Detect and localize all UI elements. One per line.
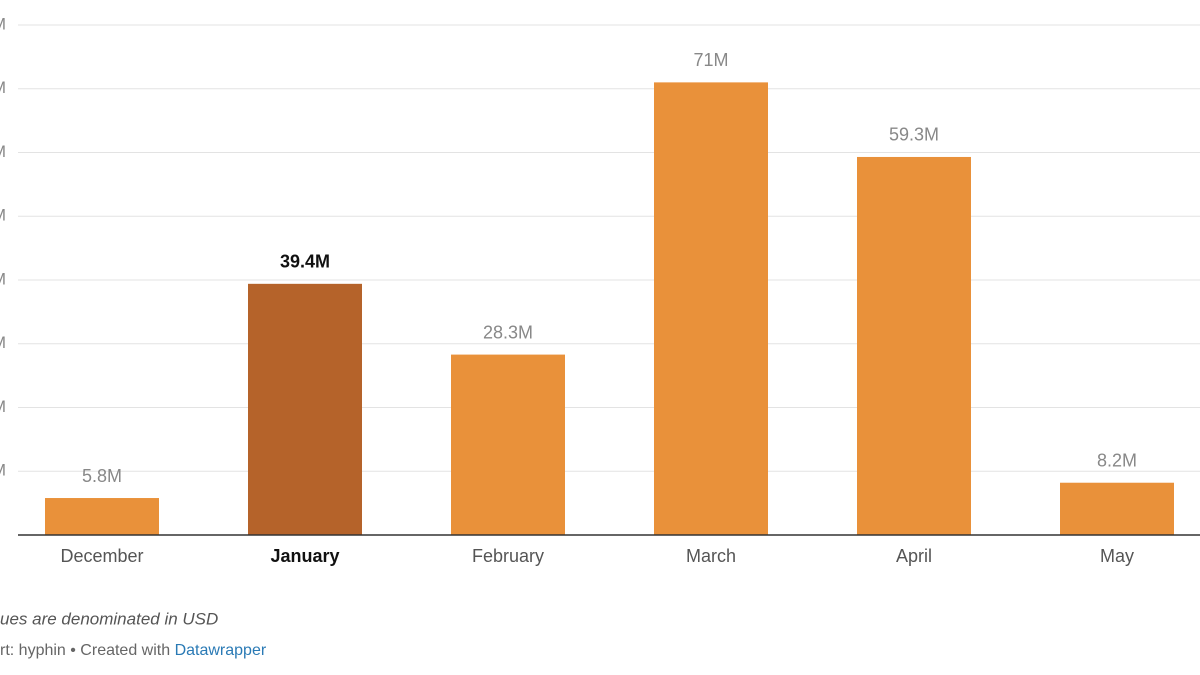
y-tick-label: M [0,206,6,225]
value-label: 59.3M [889,125,939,145]
y-tick-label: M [0,397,6,416]
source-link[interactable]: Datawrapper [175,642,267,659]
x-tick-label: March [686,546,736,566]
y-tick-label: M [0,14,6,33]
bar [451,354,565,535]
source: rt: hyphin • Created with Datawrapper [0,642,267,659]
y-tick-label: M [0,269,6,288]
value-label: 39.4M [280,252,330,272]
x-tick-label: April [896,546,932,566]
bar [1060,482,1174,535]
x-tick-label: May [1100,546,1134,566]
x-tick-label: January [270,546,339,566]
bar [45,498,159,535]
y-tick-label: M [0,78,6,97]
y-tick-label: M [0,333,6,352]
x-tick-label: February [472,546,544,566]
y-tick-label: M [0,142,6,161]
bar [248,283,362,535]
x-tick-label: December [60,546,143,566]
value-label: 5.8M [82,466,122,486]
bar [654,82,768,535]
value-label: 8.2M [1097,450,1137,470]
value-label: 28.3M [483,322,533,342]
bar [857,156,971,535]
y-tick-label: M [0,461,6,480]
note: ues are denominated in USD [0,609,218,628]
value-label: 71M [693,50,728,70]
source-text: rt: hyphin • Created with [0,642,170,659]
